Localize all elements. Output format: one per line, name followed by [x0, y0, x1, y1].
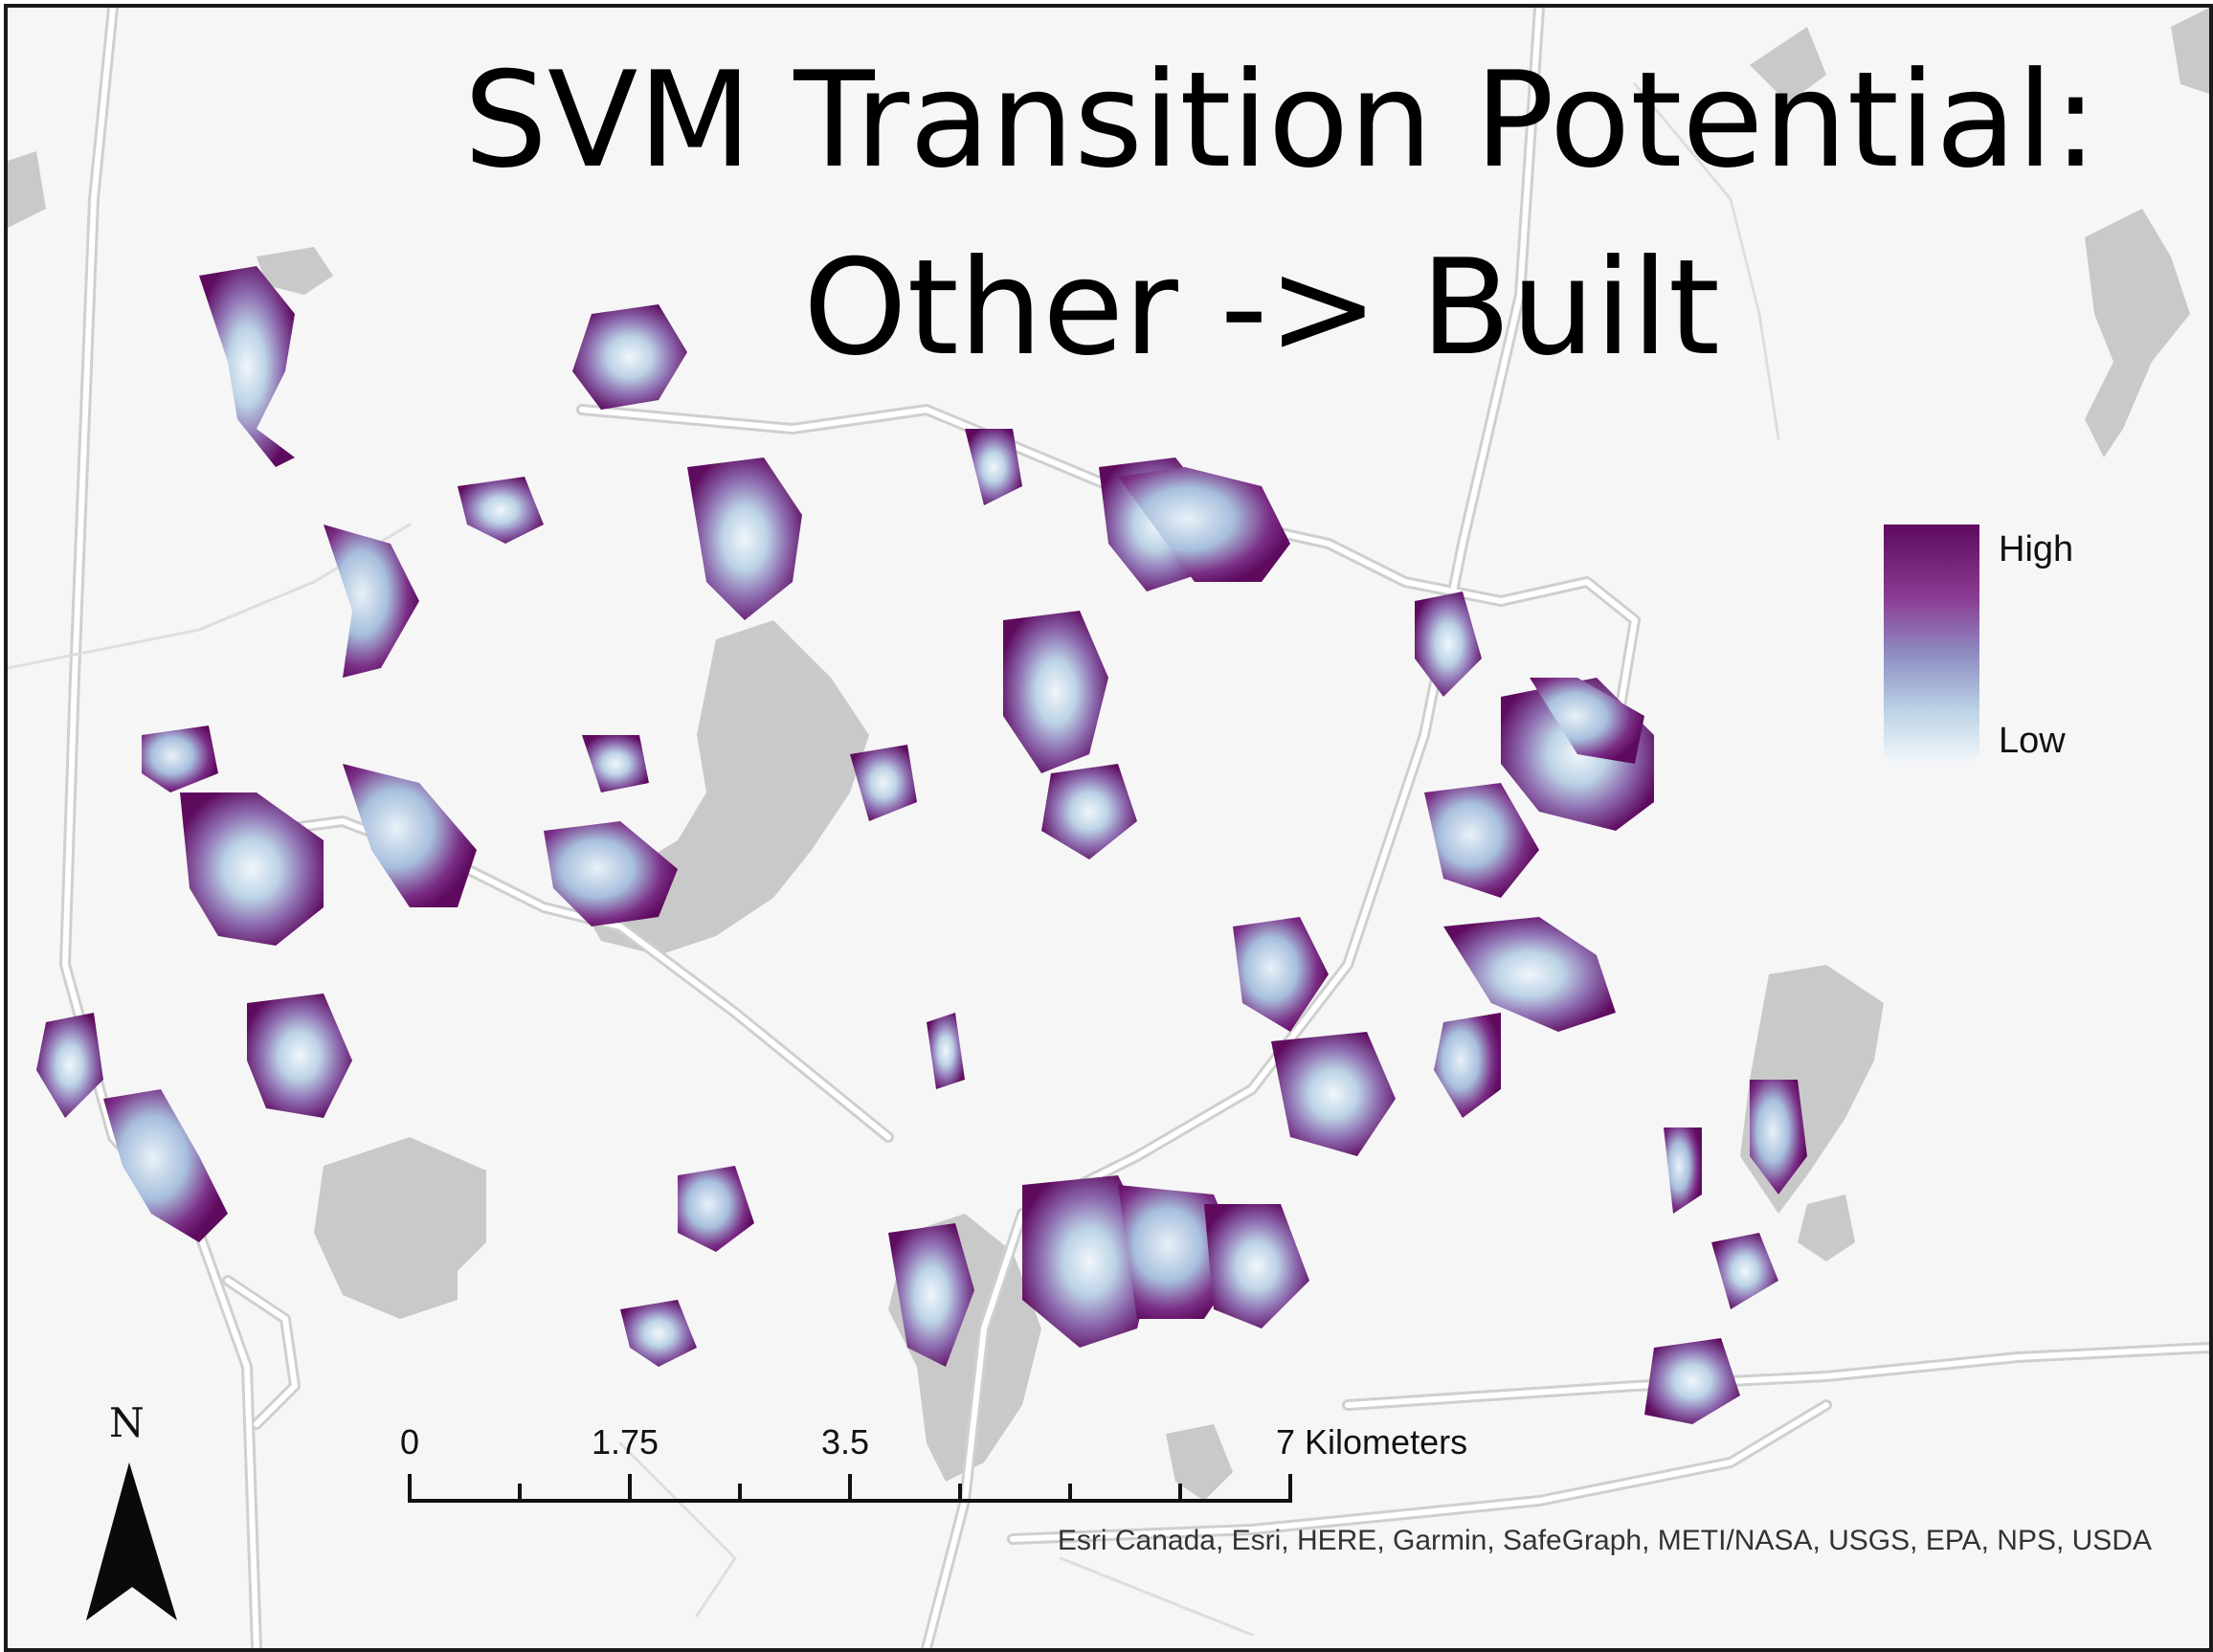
transition-potential-raster[interactable] — [36, 266, 1807, 1424]
scale-label-1-75: 1.75 — [592, 1422, 659, 1462]
patch-e-1 — [1415, 592, 1482, 697]
patch-s-5 — [678, 1166, 754, 1252]
scale-label-3-5: 3.5 — [821, 1422, 870, 1462]
north-letter: N — [109, 1399, 145, 1446]
legend-low-label: Low — [1999, 721, 2066, 761]
patch-n-4 — [965, 429, 1022, 505]
map-attribution: Esri Canada, Esri, HERE, Garmin, SafeGra… — [1057, 1525, 2152, 1556]
road-network — [8, 8, 2209, 1648]
patch-nw-1 — [199, 266, 295, 467]
patch-nw-2 — [572, 304, 687, 410]
patch-sw-1 — [103, 1089, 228, 1242]
patch-n-3 — [458, 477, 544, 544]
map-frame: SVM Transition Potential: Other -> Built… — [4, 4, 2213, 1652]
patch-ne-1 — [1530, 678, 1644, 764]
title-line-2: Other -> Built — [803, 231, 1720, 385]
patch-nw-3 — [324, 525, 419, 678]
patch-c-3 — [1003, 611, 1108, 773]
scale-label-7-km: 7 Kilometers — [1276, 1422, 1468, 1462]
pond-north — [257, 247, 333, 295]
legend-high-label: High — [1999, 529, 2074, 569]
pond-southeast — [1798, 1194, 1855, 1261]
pond-ne-1 — [2171, 8, 2209, 94]
patch-c-1 — [687, 458, 802, 620]
patch-s-4 — [888, 1223, 974, 1367]
patch-c-5 — [850, 745, 917, 821]
lake-west — [314, 1137, 486, 1319]
patch-n-1 — [1118, 467, 1290, 582]
pond-south-mid — [1166, 1424, 1233, 1501]
patch-sw-2 — [36, 1013, 103, 1118]
patch-w-1 — [180, 793, 324, 946]
patch-se-3 — [1750, 1080, 1807, 1194]
legend-color-ramp — [1884, 525, 1979, 764]
patch-w-3 — [247, 993, 352, 1118]
channel-northeast — [2085, 209, 2190, 458]
patch-s-3 — [1204, 1204, 1309, 1328]
patch-se-5 — [1644, 1338, 1740, 1424]
patch-e-5 — [1233, 917, 1329, 1032]
patch-w-2 — [343, 764, 477, 907]
patch-sc-1 — [927, 1013, 965, 1089]
patch-se-6 — [1664, 1127, 1702, 1214]
map-title: SVM Transition Potential: Other -> Built — [352, 27, 2171, 402]
patch-se-4 — [1711, 1233, 1778, 1309]
patch-e-3 — [1424, 783, 1539, 898]
basemap[interactable] — [8, 8, 2209, 1648]
patch-e-4 — [1443, 917, 1616, 1032]
lake-north-east — [1750, 27, 1826, 103]
title-line-1: SVM Transition Potential: — [463, 43, 2098, 197]
patch-n-2 — [1041, 764, 1137, 859]
patch-c-6 — [582, 735, 649, 793]
patch-c-2 — [544, 821, 678, 926]
north-arrow-icon — [86, 1462, 177, 1620]
scale-label-0: 0 — [400, 1422, 420, 1462]
scale-bar — [408, 1474, 1292, 1503]
patch-s-6 — [620, 1300, 697, 1367]
patch-se-1 — [1271, 1032, 1396, 1156]
patch-se-2 — [1434, 1013, 1501, 1118]
pond-west — [8, 151, 46, 228]
patch-w-4 — [142, 726, 218, 793]
